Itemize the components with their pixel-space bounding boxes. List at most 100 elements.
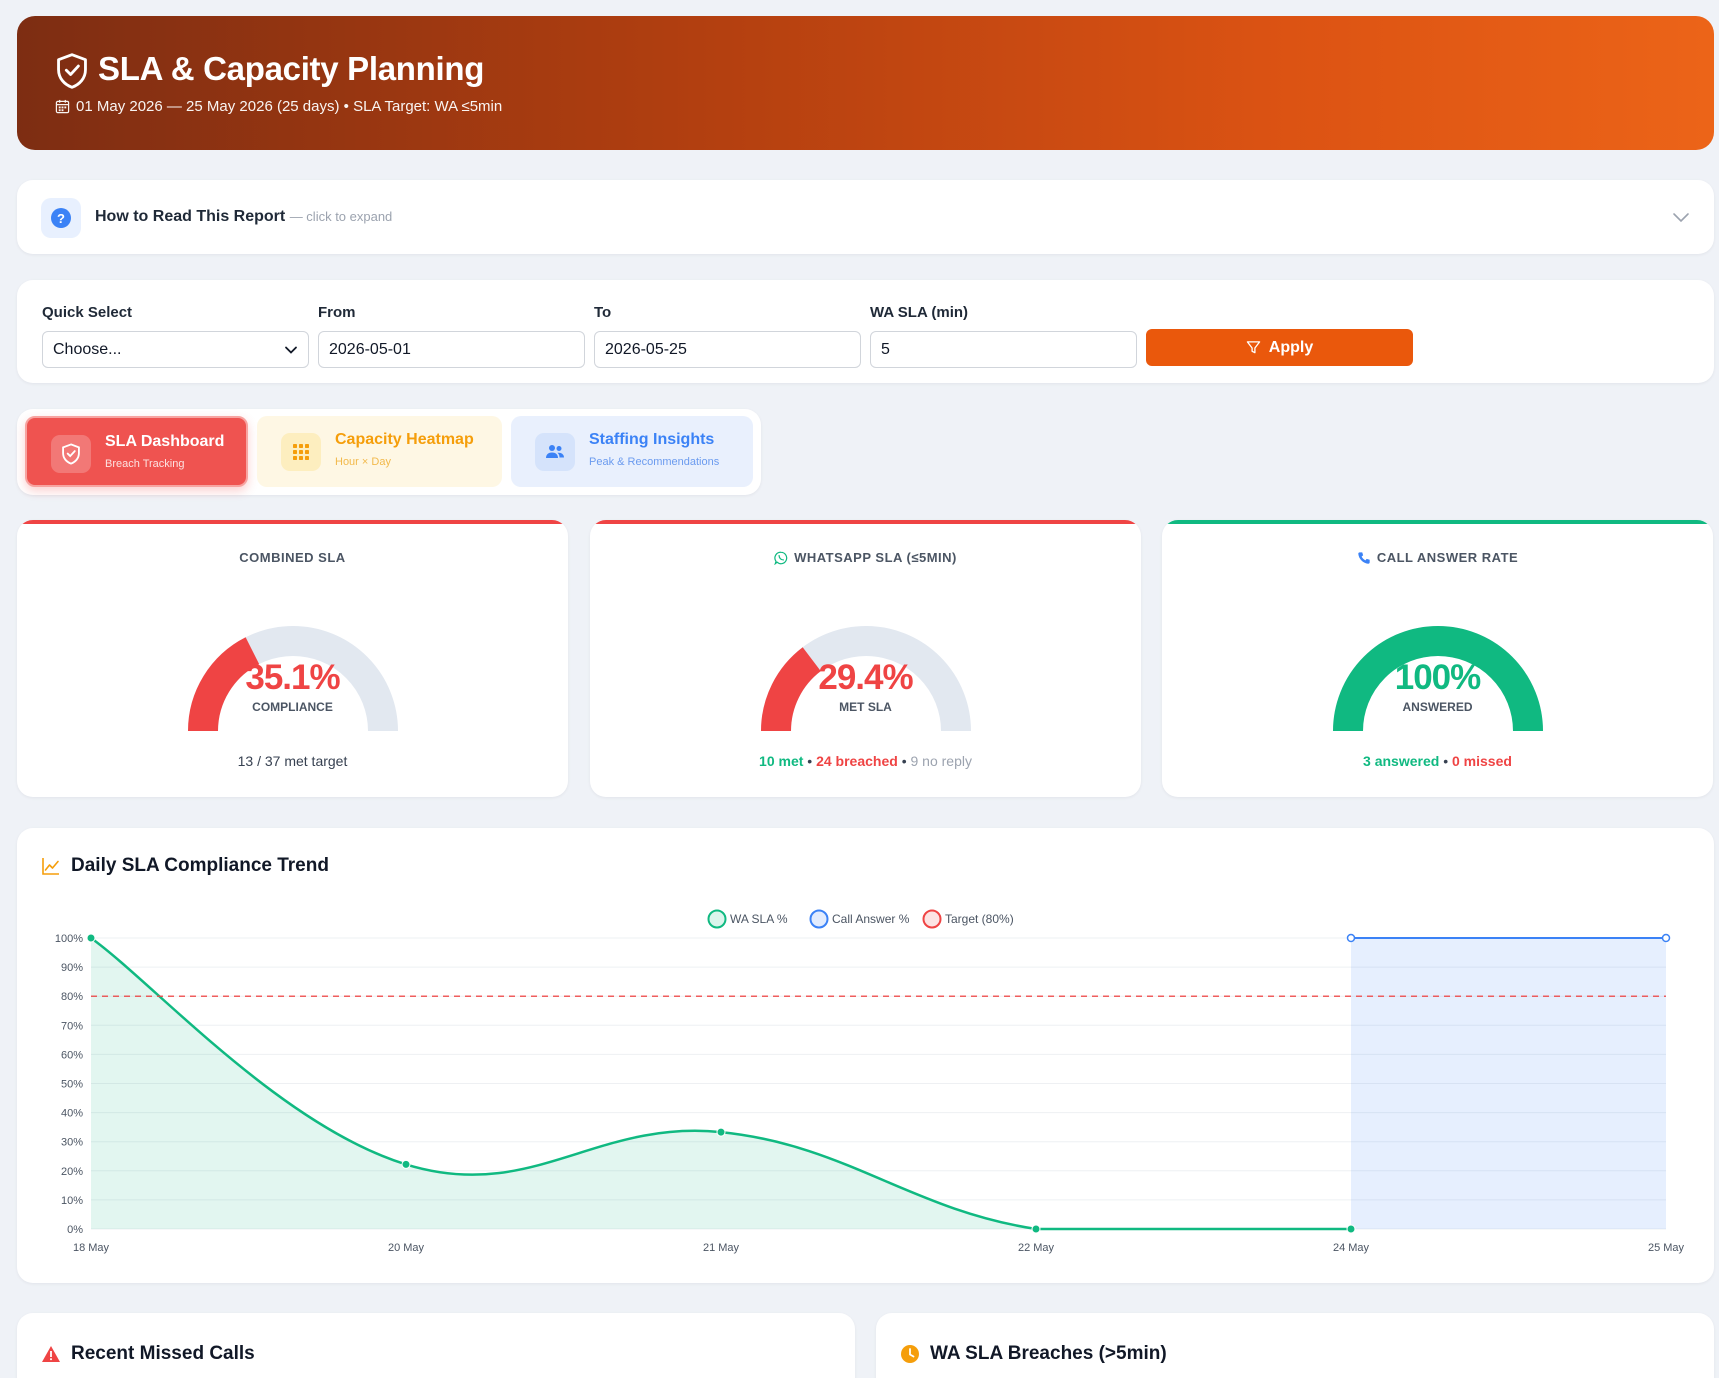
kpi-call-answer-rate: CALL ANSWER RATE 100% ANSWERED 3 answere… — [1162, 520, 1713, 797]
trend-title: Daily SLA Compliance Trend — [41, 855, 329, 877]
quick-select-label: Quick Select — [42, 304, 133, 321]
expand-hint: — click to expand — [289, 209, 393, 224]
call-answer-area — [1351, 938, 1666, 1229]
tab-sublabel: Peak & Recommendations — [589, 456, 720, 468]
wa-sla-point — [716, 1127, 726, 1137]
gauge-fill — [1333, 626, 1543, 732]
tab-label: Capacity Heatmap — [335, 431, 474, 448]
tab-label: SLA Dashboard — [105, 433, 225, 450]
whatsapp-sla-gauge — [761, 626, 971, 732]
clock-icon — [901, 1345, 919, 1363]
from-date-value: 2026-05-01 — [329, 340, 411, 358]
kpi-title: WHATSAPP SLA (≤5MIN) — [590, 550, 1141, 565]
gauge-fill — [188, 637, 260, 732]
gauge-label: MET SLA — [839, 700, 892, 714]
trend-title-text: Daily SLA Compliance Trend — [71, 855, 329, 876]
met-count: 10 met — [759, 753, 804, 769]
wa-sla-point — [1346, 1224, 1356, 1234]
card-accent — [17, 520, 568, 524]
y-tick-label: 0% — [67, 1224, 83, 1236]
quick-select-group: Quick Select Choose... — [42, 304, 309, 368]
quick-select-dropdown[interactable]: Choose... — [42, 331, 309, 368]
wa-sla-breaches-card: WA SLA Breaches (>5min) — [876, 1313, 1714, 1378]
legend-marker — [922, 909, 942, 929]
missed-count: 0 missed — [1452, 753, 1512, 769]
legend-label: Target (80%) — [945, 912, 1014, 926]
filter-icon — [1246, 341, 1261, 354]
wa-sla-point — [401, 1159, 411, 1169]
to-date-value: 2026-05-25 — [605, 340, 687, 358]
phone-icon — [1358, 551, 1370, 564]
wa-sla-value: 5 — [881, 340, 890, 358]
shield-icon — [57, 53, 87, 89]
quick-select-value: Choose... — [53, 340, 122, 358]
wa-sla-input[interactable]: 5 — [870, 331, 1137, 368]
tab-staffing-insights[interactable]: Staffing Insights Peak & Recommendations — [511, 416, 753, 487]
x-tick-label: 22 May — [1018, 1242, 1055, 1254]
combined-sla-value: 35.1% — [245, 658, 340, 697]
call-answer-point — [1661, 933, 1671, 943]
x-tick-label: 18 May — [73, 1242, 110, 1254]
gauge-fill — [761, 647, 822, 732]
page-header: SLA & Capacity Planning 01 May 2026 — 25… — [17, 16, 1714, 150]
report-tabs: SLA Dashboard Breach Tracking Capacity H… — [17, 409, 761, 495]
tab-sublabel: Breach Tracking — [105, 458, 185, 470]
apply-button[interactable]: Apply — [1146, 329, 1413, 366]
series-line-wa-sla — [90, 936, 1351, 1231]
users-icon — [535, 433, 575, 471]
how-to-read-panel[interactable]: ? How to Read This Report — click to exp… — [17, 180, 1714, 254]
how-to-read-title: How to Read This Report — click to expan… — [95, 208, 392, 226]
from-date-label: From — [318, 304, 356, 321]
chevron-down-icon[interactable] — [1672, 208, 1690, 226]
help-icon: ? — [41, 198, 81, 238]
from-date-input[interactable]: 2026-05-01 — [318, 331, 585, 368]
x-tick-label: 20 May — [388, 1242, 425, 1254]
tab-label: Staffing Insights — [589, 431, 715, 448]
call-answer-gauge — [1333, 626, 1543, 732]
daily-sla-trend-card: Daily SLA Compliance Trend 0% 10% 20% 30% 40… — [17, 828, 1714, 1283]
gauge-label: COMPLIANCE — [252, 700, 333, 714]
no-reply-count: 9 no reply — [910, 753, 972, 769]
kpi-title: COMBINED SLA — [17, 550, 568, 565]
apply-label: Apply — [1268, 338, 1314, 356]
y-tick-label: 50% — [61, 1079, 83, 1091]
kpi-title-text: WHATSAPP SLA (≤5MIN) — [794, 550, 957, 565]
y-tick-label: 40% — [61, 1108, 83, 1120]
breaches-title-text: WA SLA Breaches (>5min) — [930, 1343, 1167, 1364]
call-answer-value: 100% — [1394, 658, 1482, 697]
from-date-group: From 2026-05-01 — [318, 304, 585, 368]
page-title: SLA & Capacity Planning — [98, 50, 485, 87]
page-subtitle: 01 May 2026 — 25 May 2026 (25 days) • SL… — [55, 98, 502, 115]
shield-icon — [51, 435, 91, 473]
combined-sla-footer: 13 / 37 met target — [237, 753, 348, 769]
missed-calls-title-text: Recent Missed Calls — [71, 1343, 255, 1364]
filters-panel: Quick Select Choose... From 2026-05-01 T… — [17, 280, 1714, 383]
gauge-label: ANSWERED — [1402, 700, 1473, 714]
warning-icon — [42, 1346, 60, 1362]
separator: • — [807, 753, 813, 769]
legend-marker — [809, 909, 829, 929]
x-tick-label: 21 May — [703, 1242, 740, 1254]
legend-label: WA SLA % — [730, 912, 788, 926]
answered-count: 3 answered — [1363, 753, 1440, 769]
wa-sla-group: WA SLA (min) 5 — [870, 304, 1137, 368]
wa-sla-label: WA SLA (min) — [870, 304, 969, 321]
kpi-title: CALL ANSWER RATE — [1162, 550, 1713, 565]
wa-sla-area — [91, 938, 1351, 1229]
tab-sla-dashboard[interactable]: SLA Dashboard Breach Tracking — [25, 416, 248, 487]
y-tick-label: 70% — [61, 1020, 83, 1032]
tab-capacity-heatmap[interactable]: Capacity Heatmap Hour × Day — [257, 416, 502, 487]
line-chart-icon — [42, 858, 59, 875]
wa-sla-point — [86, 933, 96, 943]
call-answer-point — [1346, 933, 1356, 943]
to-date-input[interactable]: 2026-05-25 — [594, 331, 861, 368]
missed-calls-title: Recent Missed Calls — [41, 1343, 255, 1365]
legend-marker — [707, 909, 727, 929]
kpi-whatsapp-sla: WHATSAPP SLA (≤5MIN) 29.4% MET SLA 10 me… — [590, 520, 1141, 797]
y-tick-label: 60% — [61, 1049, 83, 1061]
grid-icon — [281, 433, 321, 471]
tab-sublabel: Hour × Day — [335, 456, 391, 468]
y-tick-label: 30% — [61, 1137, 83, 1149]
kpi-title-text: COMBINED SLA — [239, 550, 346, 565]
breaches-title: WA SLA Breaches (>5min) — [900, 1343, 1167, 1365]
